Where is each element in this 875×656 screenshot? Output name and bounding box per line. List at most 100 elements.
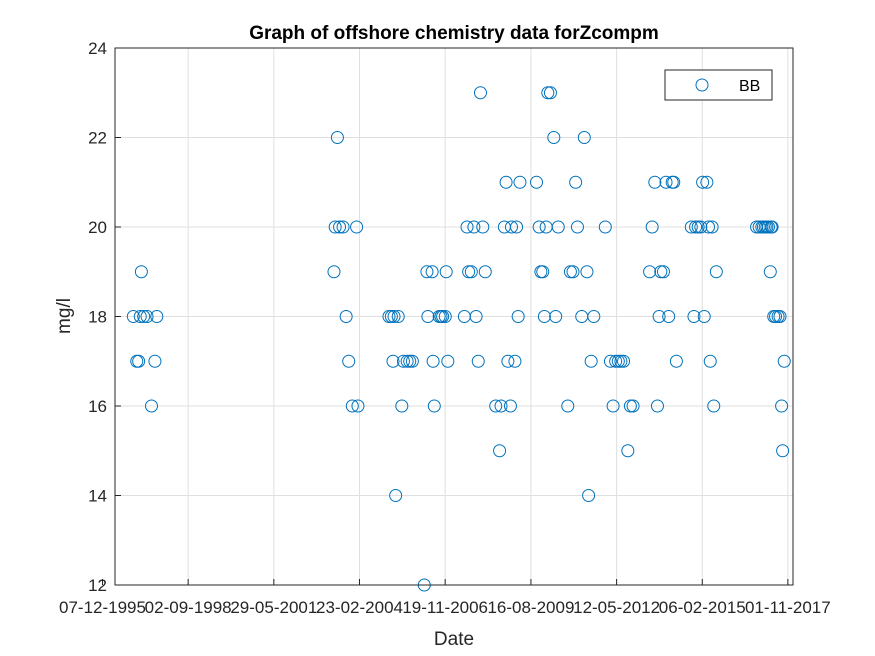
x-tick-label: 29-05-2001 [230, 598, 317, 617]
data-point [694, 220, 708, 234]
data-point [330, 131, 344, 144]
data-point [499, 175, 513, 189]
data-point [327, 265, 341, 279]
x-tick-label: 12-05-2012 [573, 598, 660, 617]
grid [115, 48, 793, 585]
data-point [547, 131, 561, 144]
data-point [350, 220, 364, 234]
data-point [425, 265, 439, 279]
y-tick-label: 20 [88, 218, 107, 237]
data-point [391, 310, 405, 323]
data-point [471, 354, 485, 368]
data-point [510, 220, 524, 234]
y-tick-label: 18 [88, 308, 107, 327]
x-axis-label: Date [434, 629, 474, 650]
data-point [643, 265, 657, 279]
data-point [659, 175, 673, 189]
data-point [775, 399, 789, 413]
data-points [126, 86, 791, 592]
data-point [501, 354, 515, 368]
data-point [148, 354, 162, 368]
legend-entry-bb: BB [739, 78, 760, 95]
data-point [684, 220, 698, 234]
data-point [345, 399, 359, 413]
data-point [611, 354, 625, 368]
data-point [489, 399, 503, 413]
data-point [339, 310, 353, 323]
data-point [438, 310, 452, 323]
legend: BB [664, 69, 773, 101]
x-tick-label: 02-09-1998 [145, 598, 232, 617]
data-point [396, 354, 410, 368]
data-point [652, 310, 666, 323]
data-point [140, 310, 154, 323]
data-point [705, 220, 719, 234]
data-point [503, 399, 517, 413]
data-point [537, 310, 551, 323]
data-point [609, 354, 623, 368]
data-point [504, 220, 518, 234]
data-point [577, 131, 591, 144]
data-point [328, 220, 342, 234]
data-point [773, 310, 787, 323]
data-point [669, 354, 683, 368]
y-tick-label: 12 [88, 576, 107, 595]
data-point [707, 399, 721, 413]
data-point [697, 310, 711, 323]
data-point [662, 310, 676, 323]
data-point [763, 265, 777, 279]
data-point [703, 354, 717, 368]
data-point [561, 399, 575, 413]
data-point [536, 265, 550, 279]
x-tick-label: 01-11-2017 [745, 598, 831, 617]
data-point [765, 220, 779, 234]
data-point [584, 354, 598, 368]
data-point [387, 310, 401, 323]
data-point [144, 399, 158, 413]
data-point [426, 354, 440, 368]
data-point [543, 86, 557, 100]
data-point [696, 175, 710, 189]
data-point [441, 354, 455, 368]
data-point [582, 489, 596, 502]
data-point [570, 220, 584, 234]
data-point [761, 220, 775, 234]
data-point [336, 220, 350, 234]
data-point [691, 220, 705, 234]
data-point [645, 220, 659, 234]
x-tick-label: 16-08-2009 [487, 598, 574, 617]
data-point [137, 310, 151, 323]
x-tick-label: 06-02-2015 [659, 598, 746, 617]
data-point [467, 220, 481, 234]
data-point [132, 354, 146, 368]
data-point [587, 310, 601, 323]
data-point [427, 399, 441, 413]
data-point [563, 265, 577, 279]
data-point [405, 354, 419, 368]
data-point [603, 354, 617, 368]
data-point [126, 310, 140, 323]
data-point [709, 265, 723, 279]
data-point [667, 175, 681, 189]
data-point [689, 220, 703, 234]
data-point [617, 354, 631, 368]
data-point [551, 220, 565, 234]
data-point [598, 220, 612, 234]
data-point [333, 220, 347, 234]
data-point [654, 265, 668, 279]
data-point [623, 399, 637, 413]
data-point [549, 310, 563, 323]
data-point [400, 354, 414, 368]
data-point [150, 310, 164, 323]
data-point [776, 444, 790, 458]
data-point [462, 265, 476, 279]
data-point [777, 354, 791, 368]
data-point [569, 175, 583, 189]
y-tick-label: 14 [88, 487, 107, 506]
data-point [650, 399, 664, 413]
data-point [508, 354, 522, 368]
x-tick-label: 07-12-1995 [59, 598, 146, 617]
data-point [134, 265, 148, 279]
data-point [439, 265, 453, 279]
